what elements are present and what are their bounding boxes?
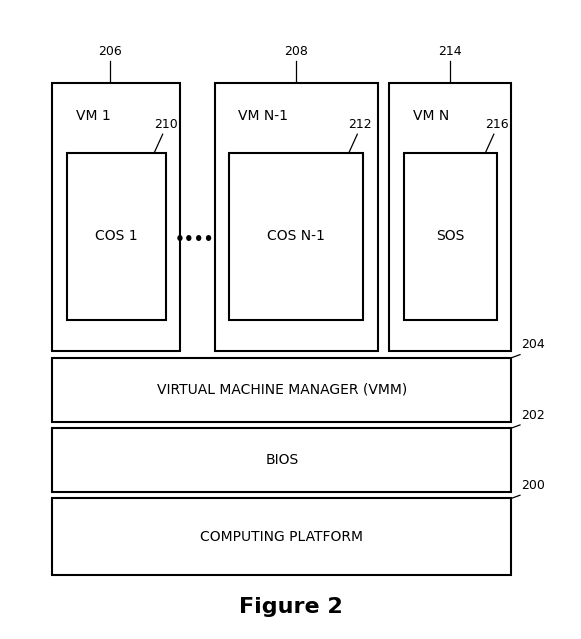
- Text: VIRTUAL MACHINE MANAGER (VMM): VIRTUAL MACHINE MANAGER (VMM): [157, 383, 407, 397]
- Text: Figure 2: Figure 2: [239, 597, 342, 617]
- Text: 210: 210: [154, 118, 177, 131]
- Text: 214: 214: [439, 45, 462, 58]
- Bar: [52, 83, 180, 351]
- Text: 212: 212: [349, 118, 372, 131]
- Text: 216: 216: [485, 118, 508, 131]
- Text: ••••: ••••: [175, 232, 214, 247]
- Bar: [52, 358, 511, 422]
- Text: 206: 206: [99, 45, 122, 58]
- Bar: [52, 498, 511, 575]
- Bar: [229, 153, 363, 320]
- Text: 202: 202: [521, 409, 545, 422]
- Text: 204: 204: [521, 339, 545, 351]
- Bar: [52, 428, 511, 492]
- Text: COS N-1: COS N-1: [267, 229, 325, 243]
- Text: 200: 200: [521, 479, 545, 492]
- Text: VM N-1: VM N-1: [238, 109, 288, 123]
- Text: VM 1: VM 1: [76, 109, 110, 123]
- Text: VM N: VM N: [413, 109, 449, 123]
- Text: SOS: SOS: [436, 229, 464, 243]
- Bar: [389, 83, 511, 351]
- Bar: [215, 83, 378, 351]
- Bar: [404, 153, 497, 320]
- Text: COMPUTING PLATFORM: COMPUTING PLATFORM: [200, 530, 363, 544]
- Text: COS 1: COS 1: [95, 229, 138, 243]
- Text: BIOS: BIOS: [265, 453, 299, 467]
- Text: 208: 208: [284, 45, 309, 58]
- Bar: [67, 153, 166, 320]
